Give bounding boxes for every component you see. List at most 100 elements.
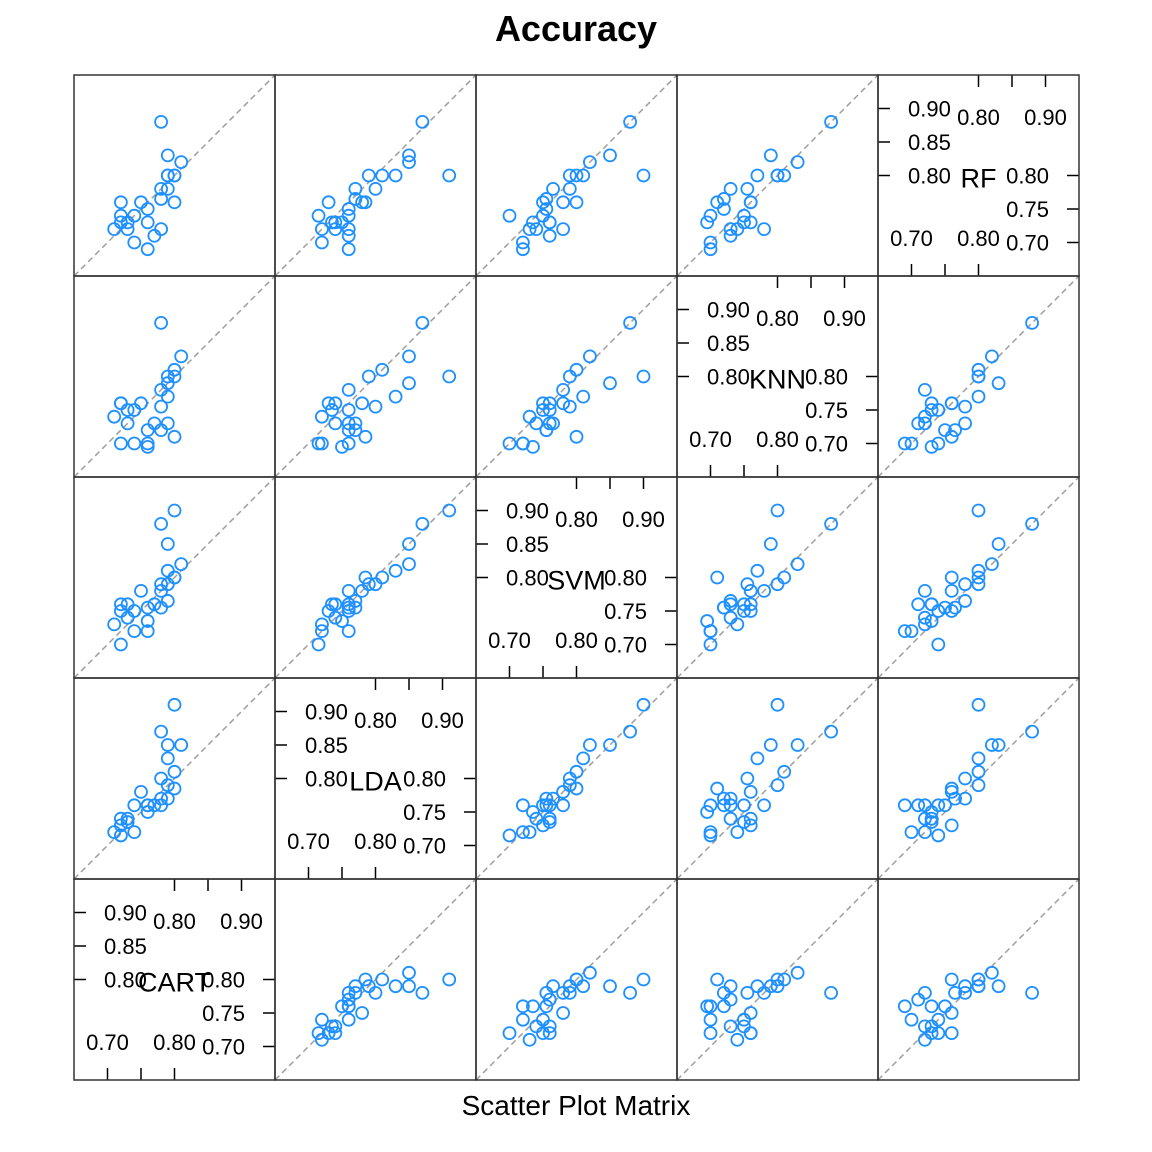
panel-rf-vs-knn-point-6 xyxy=(703,235,718,250)
diag-ticklabel-top-svm-1: 0.90 xyxy=(622,507,665,532)
panel-lda-vs-rf-point-6 xyxy=(904,825,919,839)
panel-rf-vs-cart-point-19 xyxy=(160,168,175,183)
panel-rf-vs-cart-point-2 xyxy=(154,192,169,206)
x-axis-label: Scatter Plot Matrix xyxy=(461,1090,691,1121)
panel-knn-vs-lda-point-8 xyxy=(341,423,356,438)
panel-lda-vs-cart-point-3 xyxy=(114,828,128,843)
panel-knn-vs-lda-point-13 xyxy=(325,403,339,417)
panel-cart-vs-knn-point-17 xyxy=(743,1006,758,1020)
panel-knn-vs-lda-point-9 xyxy=(321,396,336,411)
panel-knn-vs-rf-point-24 xyxy=(1025,315,1039,330)
panel-lda-vs-knn-point-18 xyxy=(723,811,738,826)
panel-cart-vs-svm-point-25 xyxy=(583,965,597,980)
panel-lda-vs-knn-point-10 xyxy=(703,798,718,813)
panel-lda-vs-rf-point-3 xyxy=(931,828,946,843)
panel-cart-vs-svm-point-15 xyxy=(636,972,651,987)
panel-cart-vs-rf-point-16 xyxy=(991,979,1006,994)
panel-rf-vs-svm-point-14 xyxy=(576,168,591,183)
panel-rf-vs-cart-point-17 xyxy=(134,195,148,210)
panel-cart-vs-svm-point-7 xyxy=(546,979,560,994)
panel-rf-vs-cart-point-20 xyxy=(154,222,169,237)
panel-lda-vs-svm-point-23 xyxy=(542,811,557,826)
diag-ticklabel-top-knn-1: 0.90 xyxy=(823,306,866,331)
panel-cart-vs-rf-point-20 xyxy=(918,986,932,1000)
panel-rf-vs-svm-point-15 xyxy=(636,168,651,183)
panel-svm-vs-rf-point-14 xyxy=(971,563,986,578)
panel-svm-vs-rf-point-20 xyxy=(918,584,932,598)
panel-svm-vs-cart-point-8 xyxy=(140,600,155,615)
panel-rf-vs-cart-point-4 xyxy=(154,181,169,196)
panel-lda-vs-svm-point-24 xyxy=(623,724,637,739)
panel-rf-vs-cart-point-10 xyxy=(140,242,155,257)
panel-svm-vs-lda-point-6 xyxy=(314,624,329,638)
panel-svm-vs-knn-point-11 xyxy=(777,570,792,585)
panel-lda-vs-knn-point-6 xyxy=(703,825,718,839)
panel-knn-vs-lda-point-14 xyxy=(388,389,403,404)
panel-rf-vs-svm-point-23 xyxy=(542,215,557,230)
panel-svm-vs-lda-point-24 xyxy=(415,517,430,531)
panel-lda-vs-cart-point-20 xyxy=(154,798,169,813)
diag-ticklabel-right-cart-0: 0.70 xyxy=(202,1035,245,1060)
panel-cart-vs-knn-point-4 xyxy=(740,986,755,1000)
panel-rf-vs-svm-point-6 xyxy=(516,235,530,250)
panel-lda-vs-knn-point-8 xyxy=(717,798,731,813)
panel-svm-vs-cart-point-12 xyxy=(127,604,142,618)
panel-rf-vs-svm-point-16 xyxy=(603,148,617,163)
panel-svm-vs-rf-point-22 xyxy=(911,597,926,612)
diag-ticklabel-bottom-rf-1: 0.80 xyxy=(957,226,1000,251)
panel-knn-vs-lda-point-17 xyxy=(355,396,370,411)
panel-svm-vs-knn-point-19 xyxy=(770,577,785,592)
panel-knn-vs-lda-point-10 xyxy=(341,436,356,451)
panel-svm-vs-rf-point-1 xyxy=(924,614,939,628)
panel-knn-vs-svm-point-17 xyxy=(556,396,570,411)
panel-rf-vs-knn-point-18 xyxy=(723,222,738,237)
panel-knn-vs-lda-point-21 xyxy=(314,409,329,424)
panel-knn-vs-cart-point-17 xyxy=(134,396,148,411)
panel-knn-vs-rf-point-1 xyxy=(924,439,939,454)
panel-cart-vs-lda-point-19 xyxy=(361,979,376,994)
panel-rf-vs-lda-point-18 xyxy=(328,222,343,237)
diag-ticklabel-right-lda-1: 0.75 xyxy=(403,800,446,825)
panel-lda-vs-svm-point-6 xyxy=(516,825,530,839)
diag-ticklabel-left-cart-0: 0.80 xyxy=(104,968,147,993)
panel-rf-vs-lda-point-10 xyxy=(341,242,356,257)
panel-cart-vs-rf-point-9 xyxy=(944,1026,959,1040)
panel-svm-vs-cart-point-24 xyxy=(154,517,169,531)
panel-lda-vs-rf-point-10 xyxy=(897,798,912,813)
diag-ticklabel-right-svm-1: 0.75 xyxy=(604,599,647,624)
panel-svm-vs-cart-point-21 xyxy=(107,617,122,632)
panel-knn-vs-lda-point-15 xyxy=(442,369,457,384)
panel-svm-vs-rf-point-17 xyxy=(944,584,959,598)
panel-cart-vs-knn-point-2 xyxy=(717,986,731,1000)
panel-cart-vs-knn-point-6 xyxy=(703,1012,718,1027)
panel-cart-vs-lda-point-6 xyxy=(314,1012,329,1027)
panel-lda-vs-rf-point-23 xyxy=(924,811,939,826)
panel-lda-vs-rf-point-18 xyxy=(918,811,932,826)
panel-rf-vs-lda-point-6 xyxy=(314,235,329,250)
panel-rf-vs-cart-point-25 xyxy=(174,155,189,170)
panel-cart-vs-svm-point-23 xyxy=(542,1026,557,1040)
panel-rf-vs-svm-point-18 xyxy=(529,222,544,237)
panel-knn-vs-lda-point-22 xyxy=(341,416,356,431)
diag-ticklabel-right-knn-0: 0.70 xyxy=(805,432,848,457)
panel-knn-vs-lda-point-20 xyxy=(341,382,356,397)
panel-rf-vs-knn-point-1 xyxy=(700,215,715,230)
panel-knn-vs-lda-point-6 xyxy=(314,436,329,451)
panel-rf-vs-cart-point-9 xyxy=(114,195,128,210)
diag-ticklabel-right-rf-2: 0.80 xyxy=(1006,164,1049,189)
panel-knn-vs-cart-point-5 xyxy=(167,429,182,444)
diag-ticklabel-right-lda-0: 0.70 xyxy=(403,834,446,859)
panel-knn-vs-rf-point-3 xyxy=(931,436,946,451)
panel-knn-vs-rf-point-7 xyxy=(958,416,972,431)
panel-lda-vs-svm-point-22 xyxy=(542,798,557,813)
panel-knn-vs-cart-point-8 xyxy=(140,423,155,438)
panel-frame-4-4 xyxy=(877,878,1080,1081)
panel-lda-vs-cart-point-18 xyxy=(120,811,135,826)
panel-rf-vs-cart-point-5 xyxy=(167,195,182,210)
panel-svm-vs-rf-point-23 xyxy=(924,597,939,612)
diag-ticklabel-right-rf-1: 0.75 xyxy=(1006,197,1049,222)
panel-knn-vs-rf-point-8 xyxy=(938,423,952,438)
panel-cart-vs-svm-point-8 xyxy=(539,999,554,1014)
panel-rf-vs-knn-point-3 xyxy=(703,208,718,223)
diag-ticklabel-left-svm-0: 0.80 xyxy=(506,566,549,591)
